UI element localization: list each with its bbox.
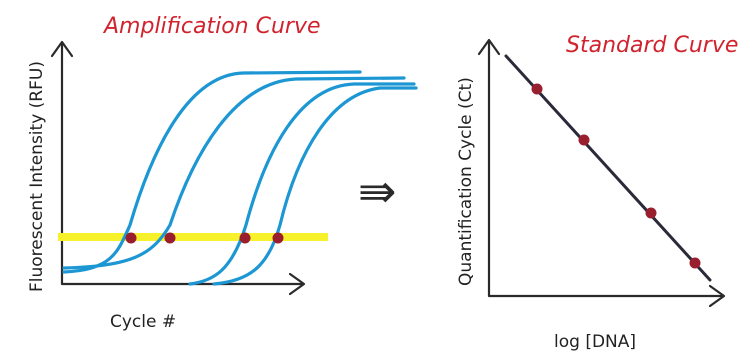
standard-y-label: Quantification Cycle (Ct) (456, 77, 476, 286)
crossing-point-3 (239, 232, 251, 244)
amplification-x-label: Cycle # (110, 312, 176, 332)
standard-x-arrowhead (708, 284, 726, 308)
amplification-x-arrowhead (288, 272, 306, 296)
amplification-y-arrowhead (50, 40, 74, 58)
standard-x-label: log [DNA] (554, 332, 636, 352)
amplification-curve-2 (62, 76, 406, 270)
standard-point-1 (531, 83, 543, 95)
crossing-point-2 (164, 232, 176, 244)
amplification-curves (62, 70, 418, 286)
amplification-curve-1 (62, 70, 362, 274)
threshold-crossing-points (125, 232, 284, 244)
amplification-title: Amplification Curve (102, 14, 321, 39)
standard-point-4 (689, 257, 701, 269)
amplification-curve-3 (188, 82, 416, 286)
standard-curve-title: Standard Curve (566, 33, 738, 58)
crossing-point-4 (272, 232, 284, 244)
crossing-point-1 (125, 232, 137, 244)
standard-axes (487, 40, 724, 298)
standard-y-arrowhead (477, 38, 501, 56)
transition-arrow: ⇛ (358, 164, 397, 218)
standard-points (531, 83, 701, 269)
amplification-panel: Amplification Curve Cycle # Fluorescent … (27, 14, 418, 332)
standard-point-3 (645, 207, 657, 219)
standard-point-2 (578, 134, 590, 146)
amplification-y-label: Fluorescent Intensity (RFU) (27, 61, 47, 292)
standard-curve-panel: Standard Curve log [DNA] Quantification … (456, 33, 738, 352)
amplification-curve-4 (212, 86, 418, 286)
